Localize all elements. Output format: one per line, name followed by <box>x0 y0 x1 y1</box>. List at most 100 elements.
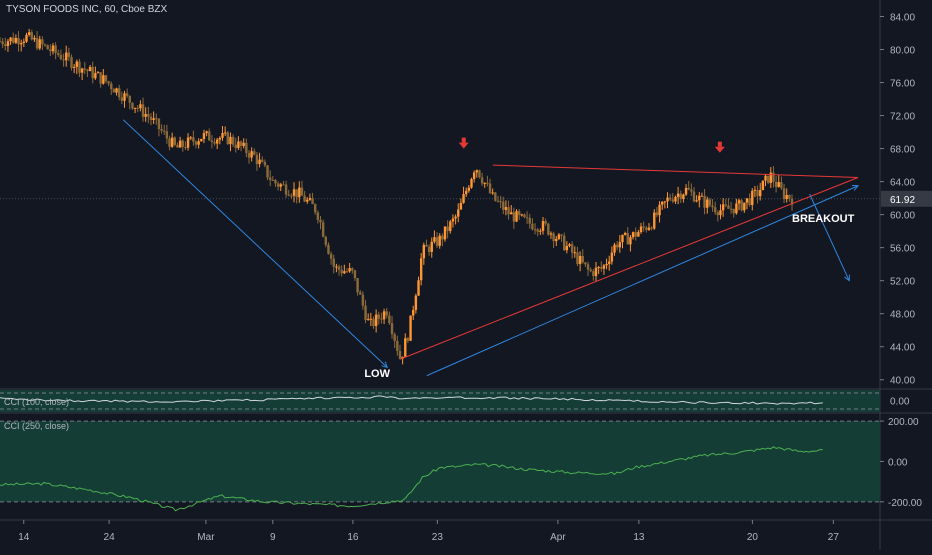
cci100-tick: 0.00 <box>890 397 910 408</box>
x-tick-label: 14 <box>18 532 30 543</box>
candle-body <box>247 152 251 158</box>
candle-body <box>549 233 553 235</box>
candle-body <box>406 338 410 341</box>
candle-body <box>467 187 471 191</box>
candle-body <box>539 230 542 232</box>
candle-body <box>478 170 481 178</box>
candle-body <box>149 116 153 120</box>
candle-body <box>753 189 757 191</box>
candle-body <box>295 189 298 198</box>
candle-body <box>147 114 150 117</box>
x-tick-label: Apr <box>550 532 566 543</box>
last-price-badge <box>881 190 932 207</box>
candle-body <box>144 114 147 117</box>
candle-body <box>120 97 124 101</box>
candle-body <box>637 232 640 237</box>
candle-body <box>67 52 71 57</box>
cci100-label: CCI (100, close) <box>4 397 70 407</box>
candle-body <box>290 195 293 197</box>
trendline-arrowhead <box>844 274 850 282</box>
candle-body <box>372 318 375 327</box>
candle-body <box>480 177 484 184</box>
cci250-line <box>0 446 823 512</box>
candle-body <box>396 340 399 351</box>
candle-body <box>340 269 343 274</box>
candle-body <box>634 232 637 237</box>
candle-body <box>321 222 325 237</box>
y-tick-label: 72.00 <box>890 112 915 123</box>
candle-body <box>303 195 306 202</box>
candle-body <box>502 201 505 210</box>
candle-body <box>661 201 664 205</box>
candle-body <box>22 41 26 43</box>
candle-body <box>380 318 383 320</box>
candle-body <box>200 138 203 142</box>
candle-body <box>732 208 735 214</box>
candle-body <box>208 131 211 141</box>
candle-body <box>483 182 486 184</box>
candle-body <box>194 141 198 145</box>
candle-body <box>687 187 690 190</box>
candle-body <box>184 146 187 148</box>
candle-body <box>128 95 131 103</box>
candle-body <box>337 266 341 270</box>
candle-body <box>234 144 237 148</box>
candle-body <box>414 295 418 310</box>
candle-body <box>51 45 55 52</box>
candle-body <box>115 88 118 93</box>
candle-body <box>359 292 362 295</box>
candle-body <box>258 159 261 165</box>
candle-body <box>385 311 388 316</box>
candle-body <box>454 216 457 219</box>
candle-body <box>136 107 139 109</box>
candle-body <box>274 180 277 184</box>
x-tick-label: 20 <box>747 532 759 543</box>
candle-body <box>615 244 619 248</box>
candle-body <box>141 104 145 117</box>
candle-body <box>123 93 126 101</box>
y-tick-label: 44.00 <box>890 343 915 354</box>
candle-body <box>266 165 269 178</box>
candle-body <box>348 268 351 272</box>
candle-body <box>1 41 4 45</box>
candle-body <box>557 234 561 239</box>
candle-body <box>0 41 2 43</box>
candle-body <box>30 32 33 40</box>
down-arrow-icon <box>714 146 725 153</box>
candle-body <box>790 198 794 205</box>
candle-body <box>719 210 722 216</box>
candle-body <box>319 219 322 223</box>
candle-body <box>608 261 611 264</box>
cci250-tick: -200.00 <box>888 498 922 509</box>
candle-body <box>602 265 606 269</box>
candle-body <box>584 262 587 265</box>
candle-body <box>713 207 717 213</box>
candle-body <box>647 227 651 230</box>
candle-body <box>133 107 137 109</box>
candle-body <box>388 315 391 324</box>
candle-body <box>75 61 79 67</box>
candle-body <box>504 207 508 210</box>
candle-body <box>780 182 783 189</box>
candle-body <box>361 294 365 306</box>
candle-body <box>618 242 622 248</box>
candle-body <box>205 131 208 134</box>
x-tick-label: 24 <box>104 532 116 543</box>
down-arrow-icon <box>717 141 722 147</box>
candle-body <box>751 190 754 206</box>
candle-body <box>435 237 439 246</box>
candle-body <box>655 212 659 216</box>
candle-body <box>35 37 39 49</box>
candle-body <box>276 183 280 187</box>
candle-body <box>300 187 304 196</box>
candle-body <box>110 83 113 90</box>
candle-body <box>366 319 370 321</box>
candle-body <box>19 42 23 45</box>
candle-body <box>335 266 338 268</box>
candle-body <box>581 256 584 263</box>
trendline-blue <box>426 185 859 377</box>
candle-body <box>716 212 720 216</box>
candle-body <box>496 200 500 202</box>
candle-body <box>459 202 463 210</box>
y-tick-label: 48.00 <box>890 310 915 321</box>
